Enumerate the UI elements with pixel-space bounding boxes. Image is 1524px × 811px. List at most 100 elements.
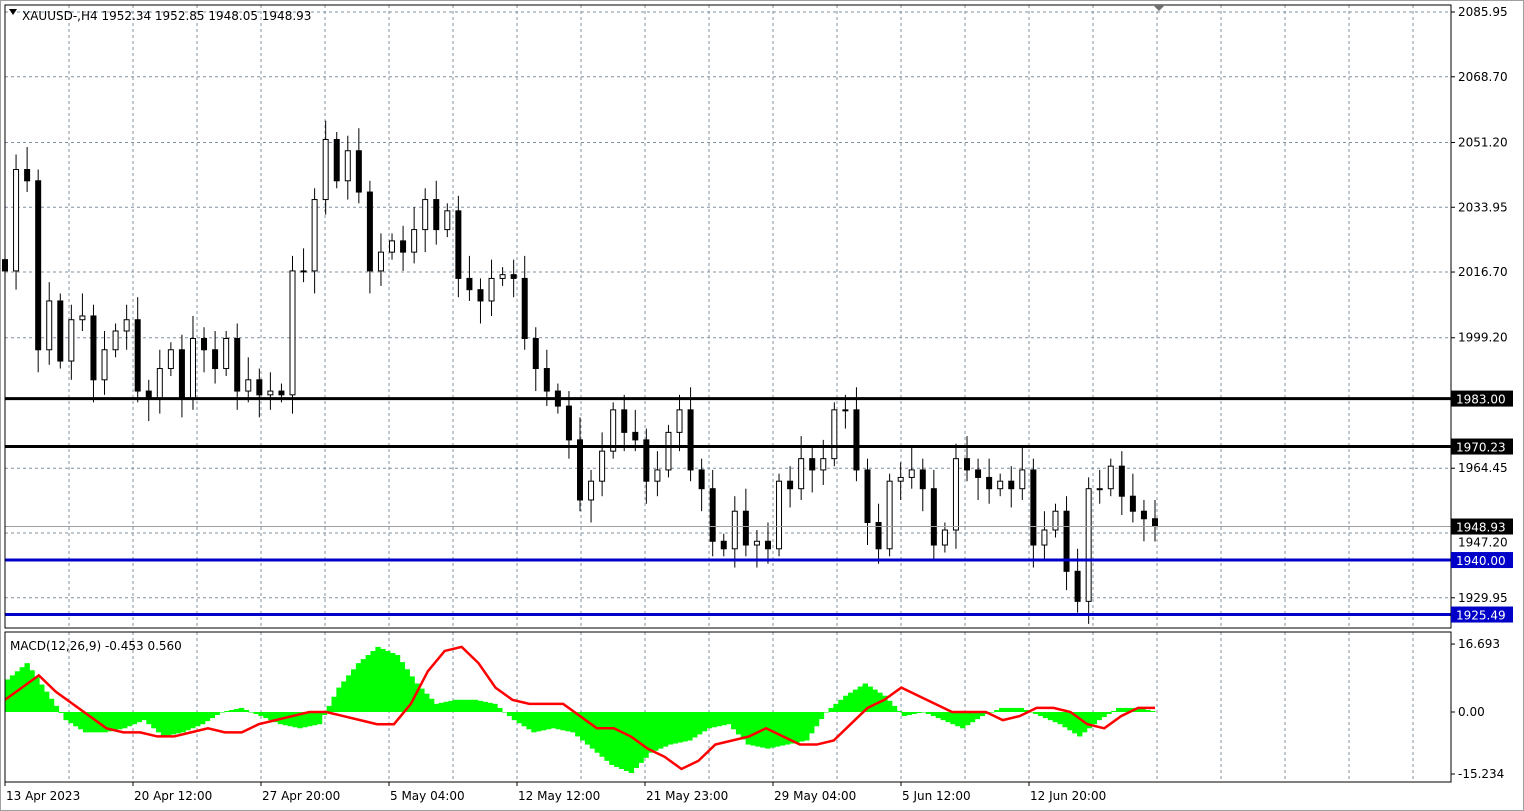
current-price-label: 1948.93: [1456, 521, 1506, 535]
macd-histogram-bar: [906, 712, 912, 716]
macd-histogram-bar: [424, 693, 430, 712]
macd-histogram-bar: [341, 681, 347, 712]
macd-histogram-bar: [39, 684, 45, 712]
macd-pane-border: [4, 631, 1452, 783]
y-tick-label: 2016.70: [1458, 265, 1508, 279]
y-tick-label: 1964.45: [1458, 461, 1508, 475]
collapse-triangle-icon[interactable]: [9, 9, 17, 15]
macd-histogram-bar: [234, 708, 240, 712]
macd-histogram-bar: [117, 712, 123, 730]
macd-histogram-bar: [852, 689, 859, 712]
candle-bear: [1152, 518, 1158, 528]
macd-histogram-bar: [882, 695, 888, 712]
horizontal-lines[interactable]: [5, 397, 1451, 617]
macd-histogram-bar: [872, 689, 878, 712]
macd-histogram-bar: [1028, 712, 1034, 713]
x-tick-label: 13 Apr 2023: [6, 789, 80, 803]
macd-histogram-bar: [1013, 707, 1020, 712]
candle-bull: [123, 319, 130, 332]
candle-bear: [256, 379, 263, 396]
macd-histogram-bar: [989, 712, 995, 713]
macd-histogram-bar: [960, 712, 966, 729]
macd-histogram-bar: [648, 712, 654, 753]
macd-histogram-bar: [68, 712, 74, 724]
current-price-box: [1451, 518, 1513, 535]
macd-histogram-bar: [136, 712, 142, 723]
macd-histogram-bar: [385, 650, 391, 712]
candle-bull: [941, 529, 948, 546]
candle-bear: [1074, 570, 1081, 602]
macd-histogram-bar: [248, 712, 255, 713]
macd-histogram-bar: [1072, 712, 1078, 734]
candle-bull: [101, 349, 108, 381]
candle-bear: [366, 191, 373, 272]
y-tick-label: 2068.70: [1458, 70, 1508, 84]
macd-histogram-bar: [1101, 712, 1107, 718]
macd-histogram-bar: [623, 712, 630, 772]
macd-histogram-bar: [448, 700, 454, 712]
y-tick-label: 1947.20: [1458, 536, 1508, 550]
macd-histogram-bar: [994, 709, 1000, 712]
candle-bull: [820, 458, 827, 471]
candle-bear: [919, 469, 926, 490]
macd-histogram-bar: [930, 712, 937, 717]
price-label-box: [1451, 438, 1513, 455]
candle-bull: [156, 368, 163, 400]
macd-histogram-bar: [1038, 712, 1044, 717]
macd-histogram-bar: [580, 712, 586, 741]
macd-histogram-bar: [614, 712, 620, 767]
macd-histogram-bar: [253, 712, 259, 715]
main-pane-border: [4, 4, 1452, 629]
candle-bear: [975, 469, 982, 478]
candle-bear: [278, 390, 285, 396]
macd-histogram-bar: [1140, 708, 1146, 712]
candle-bull: [886, 480, 893, 550]
macd-histogram-bar: [779, 712, 786, 746]
macd-histogram-bar: [141, 712, 147, 721]
y-tick-label: 1929.95: [1458, 591, 1508, 605]
macd-histogram-bar: [618, 712, 625, 769]
macd-histogram-bar: [224, 710, 230, 712]
macd-histogram-bar: [755, 712, 761, 747]
macd-histogram-bar: [146, 712, 152, 725]
macd-histogram-bar: [209, 712, 216, 719]
macd-title: MACD(12,26,9) -0.453 0.560: [10, 639, 182, 653]
macd-histogram-bar: [5, 679, 11, 712]
candle-bull: [488, 277, 495, 302]
macd-histogram-bar: [653, 712, 659, 751]
macd-histogram-bar: [156, 712, 162, 733]
macd-histogram-bar: [506, 712, 513, 717]
shift-marker-icon[interactable]: [1153, 5, 1165, 11]
macd-histogram-bar: [126, 712, 133, 727]
macd-histogram-bar: [726, 712, 732, 725]
macd-histogram-bar: [92, 712, 99, 733]
macd-histogram-bar: [43, 691, 50, 712]
candle-bull: [676, 409, 683, 433]
macd-histogram-bar: [843, 695, 849, 712]
macd-histogram-bar: [287, 712, 293, 727]
candle-bull: [167, 349, 174, 370]
macd-histogram-bar: [331, 696, 337, 712]
candle-bull: [389, 240, 396, 253]
macd-histogram-bar: [799, 712, 805, 742]
macd-histogram-bar: [238, 707, 245, 712]
candle-bear: [57, 300, 64, 362]
macd-histogram-bar: [662, 712, 669, 747]
macd-histogram-bar: [901, 712, 907, 717]
macd-histogram-bar: [107, 712, 113, 732]
macd-histogram-bar: [346, 675, 352, 712]
macd-histogram-bar: [774, 712, 781, 747]
y-tick-label: 2033.95: [1458, 200, 1508, 214]
macd-histogram-bar: [945, 712, 951, 723]
macd-histogram-bar: [1023, 709, 1029, 712]
price-axis[interactable]: 2085.95 2068.70 2051.20 2033.95 2016.70 1999.…: [1451, 5, 1513, 781]
time-axis[interactable]: 13 Apr 2023 20 Apr 12:00 27 Apr 20:00 5 May…: [4, 782, 1106, 803]
candle-bull: [997, 480, 1004, 490]
candle-bull: [798, 458, 805, 490]
macd-histogram-bar: [273, 712, 279, 723]
candle-bull: [300, 270, 307, 273]
macd-histogram-bar: [472, 699, 479, 712]
macd-histogram-bar: [628, 712, 635, 774]
